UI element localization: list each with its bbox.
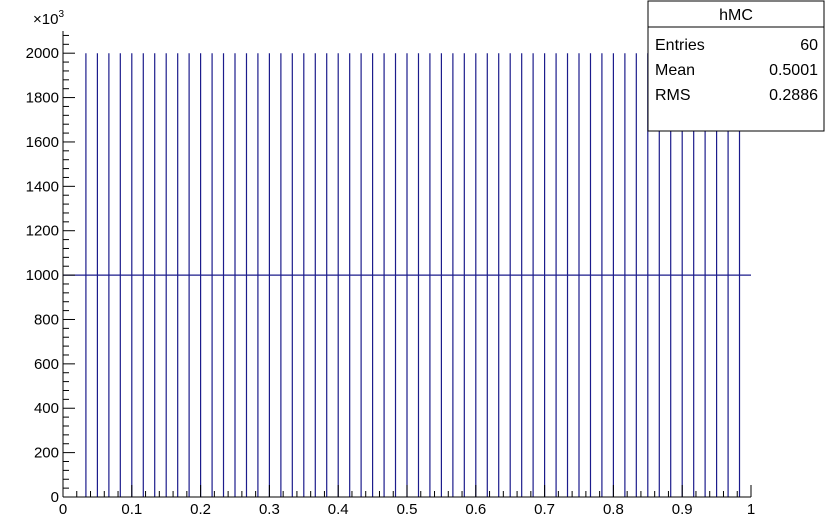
- stats-mean-value: 0.5001: [769, 62, 818, 79]
- x-tick-label: 0.7: [534, 501, 555, 518]
- y-axis-tick-labels: 0 200 400 600 800 1000 1200 1400 1600 1800 2000: [26, 45, 59, 506]
- x-axis-ticks: [62, 485, 752, 497]
- y-tick-label: 0: [51, 489, 59, 506]
- stats-rms-label: RMS: [655, 87, 691, 104]
- y-axis-exponent-label: ×103: [33, 9, 64, 28]
- x-tick-label: 0.3: [259, 501, 280, 518]
- y-tick-label: 1600: [26, 134, 59, 151]
- y-tick-label: 200: [34, 445, 59, 462]
- stats-box-title: hMC: [719, 7, 753, 24]
- y-tick-label: 2000: [26, 45, 59, 62]
- x-tick-label: 0.9: [672, 501, 693, 518]
- y-tick-label: 800: [34, 311, 59, 328]
- x-tick-label: 0.6: [465, 501, 486, 518]
- x-tick-label: 0: [59, 501, 67, 518]
- x-tick-label: 0.5: [397, 501, 418, 518]
- y-tick-label: 1800: [26, 90, 59, 107]
- stats-entries-value: 60: [800, 37, 818, 54]
- stats-box: hMC Entries 60 Mean 0.5001 RMS 0.2886: [647, 0, 825, 132]
- stats-rms-value: 0.2886: [769, 87, 818, 104]
- y-tick-label: 1000: [26, 267, 59, 284]
- y-tick-label: 600: [34, 356, 59, 373]
- x-tick-label: 0.1: [121, 501, 142, 518]
- x-tick-label: 0.2: [190, 501, 211, 518]
- y-tick-label: 400: [34, 400, 59, 417]
- y-tick-label: 1400: [26, 178, 59, 195]
- y-tick-label: 1200: [26, 223, 59, 240]
- stats-entries-label: Entries: [655, 37, 705, 54]
- x-tick-label: 0.4: [328, 501, 349, 518]
- x-axis-tick-labels: 0 0.1 0.2 0.3 0.4 0.5 0.6 0.7 0.8 0.9 1: [59, 501, 755, 518]
- stats-mean-label: Mean: [655, 62, 695, 79]
- x-tick-label: 0.8: [603, 501, 624, 518]
- y-axis-ticks: [63, 34, 75, 498]
- x-tick-label: 1: [747, 501, 755, 518]
- stats-box-frame: [647, 0, 825, 132]
